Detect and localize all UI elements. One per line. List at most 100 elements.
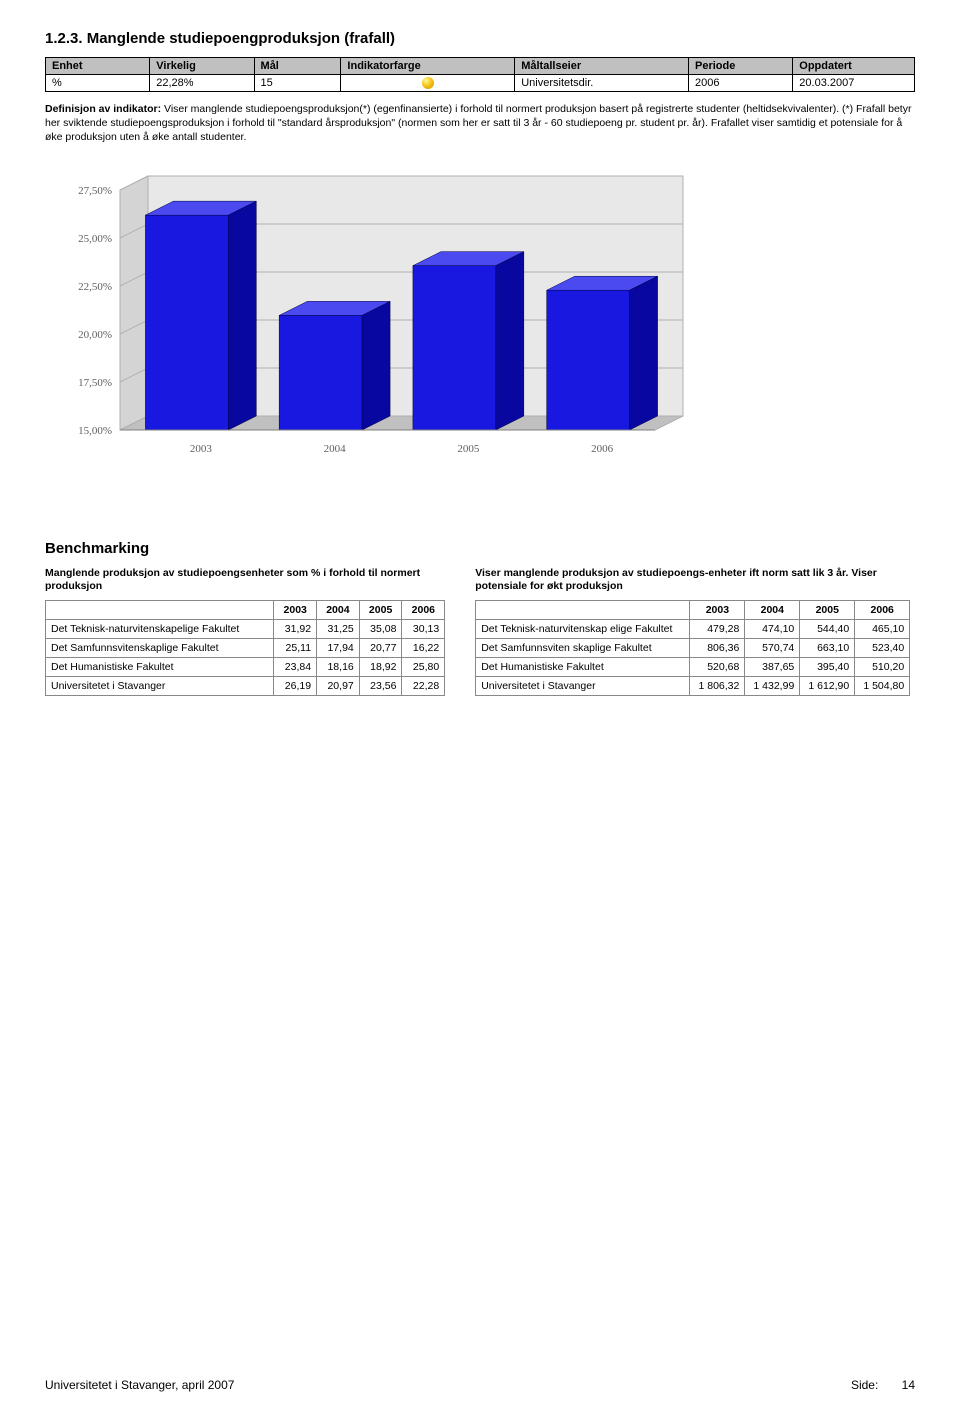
bench-cell: 1 432,99 xyxy=(745,676,800,695)
bench-cell: 18,16 xyxy=(317,657,360,676)
svg-text:20,00%: 20,00% xyxy=(78,329,112,341)
table-row: Det Humanistiske Fakultet23,8418,1618,92… xyxy=(46,657,445,676)
bench-row-label: Det Teknisk-naturvitenskapelige Fakultet xyxy=(46,619,274,638)
definition-body: Viser manglende studiepoengsproduksjon(*… xyxy=(45,103,911,143)
td-periode: 2006 xyxy=(689,75,793,92)
benchmarking-row: Manglende produksjon av studiepoengsenhe… xyxy=(45,567,915,696)
table-row: Det Samfunnsviten skaplige Fakultet806,3… xyxy=(476,638,910,657)
td-enhet: % xyxy=(46,75,150,92)
svg-text:2004: 2004 xyxy=(324,443,347,455)
bench-year: 2006 xyxy=(855,600,910,619)
bench-cell: 544,40 xyxy=(800,619,855,638)
bench-cell: 806,36 xyxy=(690,638,745,657)
bench-right-caption: Viser manglende produksjon av studiepoen… xyxy=(475,567,910,594)
bench-cell: 1 504,80 xyxy=(855,676,910,695)
bench-row-label: Det Humanistiske Fakultet xyxy=(46,657,274,676)
svg-text:22,50%: 22,50% xyxy=(78,281,112,293)
td-virkelig: 22,28% xyxy=(150,75,254,92)
bench-left-table: 2003200420052006Det Teknisk-naturvitensk… xyxy=(45,600,445,696)
bench-cell: 22,28 xyxy=(402,676,445,695)
table-row: Det Teknisk-naturvitenskap elige Fakulte… xyxy=(476,619,910,638)
bench-row-label: Det Humanistiske Fakultet xyxy=(476,657,690,676)
section-name: Manglende studiepoengproduksjon (frafall… xyxy=(87,30,395,47)
td-indikatorfarge xyxy=(341,75,515,92)
table-row: Det Teknisk-naturvitenskapelige Fakultet… xyxy=(46,619,445,638)
indicator-header-table: Enhet Virkelig Mål Indikatorfarge Måltal… xyxy=(45,57,915,92)
svg-text:2003: 2003 xyxy=(190,443,213,455)
td-oppdatert: 20.03.2007 xyxy=(793,75,915,92)
th-mal: Mål xyxy=(254,58,341,75)
bench-cell: 20,97 xyxy=(317,676,360,695)
bench-cell: 25,11 xyxy=(274,638,317,657)
benchmarking-title: Benchmarking xyxy=(45,540,915,557)
svg-text:2006: 2006 xyxy=(591,443,614,455)
table-row: Det Samfunnsvitenskaplige Fakultet25,111… xyxy=(46,638,445,657)
svg-text:15,00%: 15,00% xyxy=(78,425,112,437)
th-indikatorfarge: Indikatorfarge xyxy=(341,58,515,75)
td-maltallseier: Universitetsdir. xyxy=(515,75,689,92)
td-mal: 15 xyxy=(254,75,341,92)
th-maltallseier: Måltallseier xyxy=(515,58,689,75)
bench-cell: 523,40 xyxy=(855,638,910,657)
bench-year: 2005 xyxy=(359,600,402,619)
table-row: Universitetet i Stavanger26,1920,9723,56… xyxy=(46,676,445,695)
svg-text:2005: 2005 xyxy=(457,443,480,455)
bench-left-caption: Manglende produksjon av studiepoengsenhe… xyxy=(45,567,445,594)
table-row: Det Humanistiske Fakultet520,68387,65395… xyxy=(476,657,910,676)
indicator-dot-icon xyxy=(422,77,434,89)
bench-cell: 17,94 xyxy=(317,638,360,657)
footer-right: Side: 14 xyxy=(851,1378,915,1392)
bench-cell: 395,40 xyxy=(800,657,855,676)
bench-cell: 16,22 xyxy=(402,638,445,657)
bench-cell: 570,74 xyxy=(745,638,800,657)
svg-text:27,50%: 27,50% xyxy=(78,185,112,197)
bench-row-label: Universitetet i Stavanger xyxy=(476,676,690,695)
benchmarking-right: Viser manglende produksjon av studiepoen… xyxy=(475,567,910,696)
chart-svg: 15,00% 17,50% 20,00% 22,50% 25,00% 27,50% 2003… xyxy=(45,170,685,480)
table-row: % 22,28% 15 Universitetsdir. 2006 20.03.… xyxy=(46,75,915,92)
svg-text:25,00%: 25,00% xyxy=(78,233,112,245)
footer-left: Universitetet i Stavanger, april 2007 xyxy=(45,1378,234,1392)
bench-year: 2003 xyxy=(690,600,745,619)
bench-cell: 1 806,32 xyxy=(690,676,745,695)
bench-cell: 20,77 xyxy=(359,638,402,657)
bench-cell: 465,10 xyxy=(855,619,910,638)
footer-side-label: Side: xyxy=(851,1378,878,1392)
bench-cell: 31,25 xyxy=(317,619,360,638)
bench-cell: 35,08 xyxy=(359,619,402,638)
table-row: Universitetet i Stavanger1 806,321 432,9… xyxy=(476,676,910,695)
bench-cell: 1 612,90 xyxy=(800,676,855,695)
definition-label: Definisjon av indikator: xyxy=(45,103,161,115)
footer-page-number: 14 xyxy=(902,1378,915,1392)
th-enhet: Enhet xyxy=(46,58,150,75)
bench-cell: 18,92 xyxy=(359,657,402,676)
svg-text:17,50%: 17,50% xyxy=(78,377,112,389)
benchmarking-left: Manglende produksjon av studiepoengsenhe… xyxy=(45,567,445,696)
bench-row-label: Det Samfunnsvitenskaplige Fakultet xyxy=(46,638,274,657)
bench-cell: 23,84 xyxy=(274,657,317,676)
bench-cell: 25,80 xyxy=(402,657,445,676)
th-virkelig: Virkelig xyxy=(150,58,254,75)
bench-row-label: Det Samfunnsviten skaplige Fakultet xyxy=(476,638,690,657)
section-number: 1.2.3. xyxy=(45,30,83,47)
bench-cell: 663,10 xyxy=(800,638,855,657)
definition-text: Definisjon av indikator: Viser manglende… xyxy=(45,102,915,145)
bench-cell: 387,65 xyxy=(745,657,800,676)
page-footer: Universitetet i Stavanger, april 2007 Si… xyxy=(45,1378,915,1392)
bench-cell: 31,92 xyxy=(274,619,317,638)
bench-cell: 30,13 xyxy=(402,619,445,638)
bench-cell: 474,10 xyxy=(745,619,800,638)
bench-cell: 26,19 xyxy=(274,676,317,695)
bench-row-label: Det Teknisk-naturvitenskap elige Fakulte… xyxy=(476,619,690,638)
bench-year: 2004 xyxy=(745,600,800,619)
bench-cell: 479,28 xyxy=(690,619,745,638)
bench-cell: 510,20 xyxy=(855,657,910,676)
bench-year: 2006 xyxy=(402,600,445,619)
bench-cell: 23,56 xyxy=(359,676,402,695)
bench-row-label: Universitetet i Stavanger xyxy=(46,676,274,695)
bar-chart: 15,00% 17,50% 20,00% 22,50% 25,00% 27,50% 2003… xyxy=(45,170,685,480)
th-oppdatert: Oppdatert xyxy=(793,58,915,75)
bench-year: 2005 xyxy=(800,600,855,619)
bench-right-table: 2003200420052006 Det Teknisk-naturvitensk… xyxy=(475,600,910,696)
th-periode: Periode xyxy=(689,58,793,75)
